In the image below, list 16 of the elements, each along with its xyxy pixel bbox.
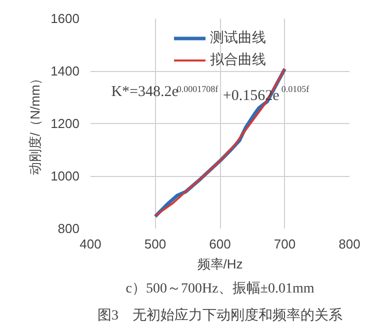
x-tick-label: 700 xyxy=(274,236,296,252)
x-tick-label: 600 xyxy=(209,236,231,252)
text: c）500～700Hz、振幅±0.01mm xyxy=(126,280,314,296)
y-tick-label: 1200 xyxy=(50,116,80,131)
y-axis-title: 动刚度/（N/mm） xyxy=(28,72,43,176)
y-tick-label: 1600 xyxy=(50,11,80,26)
legend-label: 测试曲线 xyxy=(210,29,266,47)
y-tick-label: 800 xyxy=(58,221,80,236)
y-tick-label: 1000 xyxy=(50,168,80,184)
x-axis-title: 频率/Hz xyxy=(197,256,243,272)
caption: 图3 无初始应力下动刚度和频率的关系 xyxy=(98,308,342,324)
x-tick-label: 800 xyxy=(338,236,360,252)
x-tick-label: 500 xyxy=(144,236,166,252)
legend-label: 拟合曲线 xyxy=(210,51,266,69)
y-tick-label: 1400 xyxy=(50,64,80,78)
x-tick-label: 400 xyxy=(80,236,102,252)
